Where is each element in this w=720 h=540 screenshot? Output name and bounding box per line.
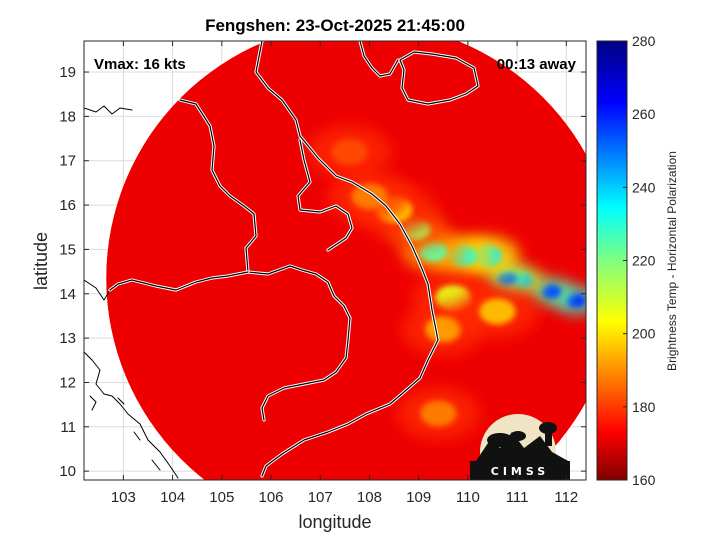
colorbar-tick-label: 280	[632, 33, 656, 49]
colorbar-tick-label: 220	[632, 253, 656, 269]
y-tick-label: 17	[59, 153, 76, 170]
y-tick-label: 12	[59, 374, 76, 391]
y-tick-label: 15	[59, 241, 76, 258]
x-tick-label: 106	[259, 489, 284, 506]
x-tick-label: 104	[160, 489, 185, 506]
colorbar-label: Brightness Temp - Horizontal Polarizatio…	[665, 151, 679, 371]
cimss-logo: CIMSS	[470, 414, 570, 480]
colorbar-tick-label: 260	[632, 106, 656, 122]
y-tick-label: 11	[60, 419, 76, 436]
x-tick-label: 108	[357, 489, 382, 506]
colorbar-tick-label: 240	[632, 179, 656, 195]
swath-disk	[106, 41, 586, 480]
x-tick-label: 109	[406, 489, 431, 506]
coastline-vietnam	[254, 41, 440, 478]
coastline-gulf-of-thailand	[84, 105, 179, 479]
y-tick-label: 16	[59, 197, 76, 214]
coastline-borders	[84, 41, 480, 479]
cold-feature-core	[351, 183, 388, 210]
x-tick-label: 112	[554, 489, 578, 506]
colorbar: 160 180 200 220 240 260 280 Brightness Temp - …	[596, 33, 679, 488]
time-away-annotation: 00:13 away	[497, 56, 577, 73]
y-axis-label: latitude	[31, 232, 51, 290]
y-tick-label: 19	[59, 64, 76, 81]
x-tick-label: 105	[209, 489, 234, 506]
colorbar-tick-label: 200	[632, 326, 656, 342]
y-tick-label: 10	[59, 463, 76, 480]
coastline-gulf-tonkin-north	[358, 41, 400, 78]
y-tick-label: 13	[59, 330, 76, 347]
colorbar-gradient	[596, 40, 628, 481]
cimss-logo-text: CIMSS	[491, 465, 549, 478]
colorbar-tick-label: 160	[632, 472, 656, 488]
colorbar-ticks: 160 180 200 220 240 260 280	[623, 33, 656, 488]
x-tick-label: 103	[111, 489, 136, 506]
y-tick-label: 18	[59, 108, 76, 125]
cold-feature-core	[497, 271, 518, 286]
cold-feature-core	[541, 284, 562, 299]
colorbar-tick-label: 180	[632, 399, 656, 415]
cold-feature-core	[425, 316, 462, 343]
x-tick-label: 111	[506, 489, 529, 506]
y-tick-label: 14	[59, 286, 76, 303]
vmax-annotation: Vmax: 16 kts	[94, 56, 186, 73]
x-axis-ticks: 103 104 105 106 107 108 109 110 111 112	[111, 41, 578, 506]
swath-image	[106, 41, 586, 480]
chart-title: Fengshen: 23-Oct-2025 21:45:00	[205, 16, 465, 35]
border-laos-vietnam	[178, 98, 354, 422]
x-axis-label: longitude	[298, 512, 371, 532]
x-tick-label: 107	[308, 489, 333, 506]
cold-feature-core	[479, 298, 516, 325]
plot-frame	[83, 40, 587, 481]
x-tick-label: 110	[456, 489, 480, 506]
plot-area: CIMSS 103 104 105 106 107 108 109 110 111 112 101…	[59, 40, 587, 506]
border-thailand-laos	[108, 270, 250, 292]
cold-feature-core	[420, 400, 457, 427]
cold-feature-core	[331, 138, 368, 165]
cold-cloud-features	[308, 125, 586, 440]
coastline-hainan	[398, 50, 480, 106]
border-northwest	[84, 279, 111, 301]
y-axis-ticks: 10 11 12 13 14 15 16 17 18 19	[59, 64, 586, 480]
